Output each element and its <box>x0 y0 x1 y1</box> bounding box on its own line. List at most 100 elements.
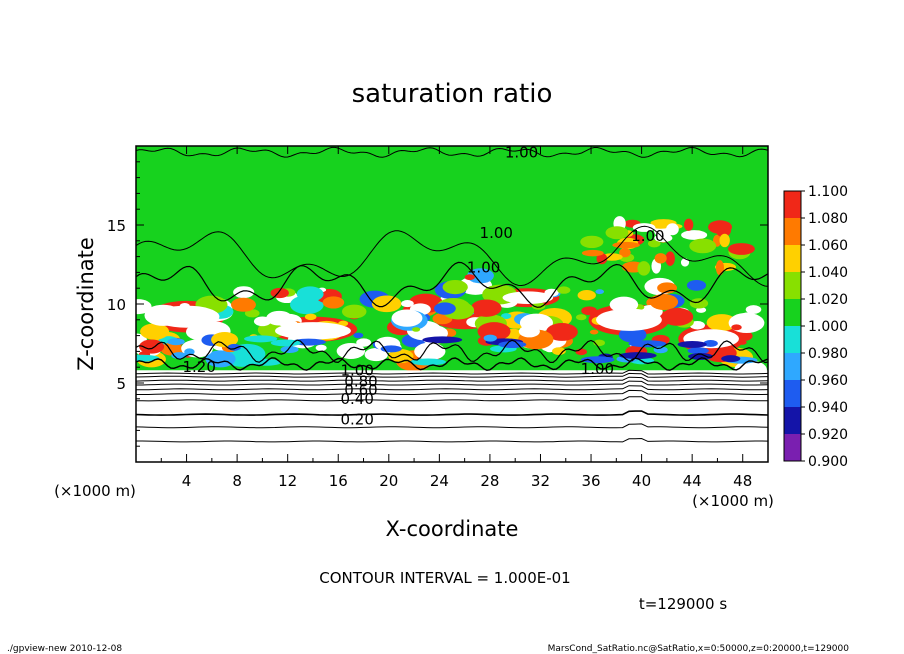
field-cell <box>632 223 656 232</box>
field-cell <box>706 314 737 332</box>
field-dry-region <box>136 370 768 462</box>
field-cell <box>422 336 463 344</box>
colorbar-segment <box>784 326 801 353</box>
field-cell <box>364 347 388 362</box>
x-tick-label: 36 <box>581 472 600 490</box>
contour-label: 0.40 <box>340 390 373 408</box>
field-cell <box>401 300 414 308</box>
contour-label: 1.00 <box>505 143 538 161</box>
colorbar-segment <box>784 299 801 326</box>
contour-line <box>136 437 768 443</box>
colorbar: 0.900 0.920 0.940 0.960 0.980 1.000 1.020 1.040… <box>783 184 848 470</box>
field-cell <box>575 314 587 321</box>
y-tick-label: 5 <box>116 375 126 393</box>
time-label: t=129000 s <box>639 595 727 613</box>
field-cell <box>719 233 730 248</box>
x-unit-right: (×1000 m) <box>692 492 774 510</box>
field-cell <box>464 274 475 281</box>
contour-line <box>136 261 768 308</box>
x-tick-label: 20 <box>379 472 398 490</box>
field-cell <box>687 347 709 355</box>
x-axis-ticks: 4 8 12 16 20 24 28 32 36 40 44 48 <box>160 146 752 490</box>
saturation-field <box>136 146 768 462</box>
colorbar-tick-label: 1.080 <box>808 211 848 227</box>
y-axis-ticks: 5 10 15 <box>107 161 768 447</box>
field-cell <box>596 253 608 265</box>
field-cell <box>409 358 446 366</box>
field-white-patch <box>502 291 554 304</box>
field-cell <box>575 348 588 356</box>
contour-label: 1.20 <box>182 358 215 376</box>
contour-line <box>136 372 768 378</box>
colorbar-tick-label: 1.000 <box>808 319 848 335</box>
contour-label: 1.00 <box>480 224 513 242</box>
field-cell <box>609 296 639 313</box>
contour-line <box>136 385 768 391</box>
y-tick-label: 15 <box>107 217 126 235</box>
contour-line <box>136 339 768 364</box>
colorbar-tick-label: 0.960 <box>808 373 848 389</box>
field-cell <box>280 346 299 353</box>
field-cell <box>619 247 631 258</box>
field-cell <box>595 289 605 295</box>
field-cell <box>433 302 456 315</box>
contour-label: 1.00 <box>631 227 664 245</box>
field-cell <box>605 226 629 240</box>
field-cell <box>296 286 324 302</box>
field-cell <box>442 279 468 295</box>
field-cell <box>388 349 414 364</box>
field-cell <box>654 253 667 264</box>
field-cell <box>518 325 540 338</box>
contour-interval-text: CONTOUR INTERVAL = 1.000E-01 <box>319 569 570 587</box>
field-cell <box>689 238 717 254</box>
field-cell <box>680 258 690 267</box>
contour-label: 1.00 <box>581 360 614 378</box>
field-cell <box>315 344 327 351</box>
contour-label: 1.00 <box>340 361 373 379</box>
field-cell <box>336 343 366 360</box>
field-cell <box>322 296 345 309</box>
contour-line <box>136 423 768 429</box>
contour-label: 0.20 <box>340 410 373 428</box>
colorbar-tick-label: 0.980 <box>808 346 848 362</box>
contour-line <box>136 380 768 386</box>
field-cell <box>738 340 747 345</box>
field-cell <box>745 305 762 314</box>
field-cell <box>270 287 289 299</box>
colorbar-segment <box>784 353 801 380</box>
field-cell <box>557 286 571 294</box>
field-cell <box>721 355 741 363</box>
x-tick-label: 48 <box>733 472 752 490</box>
field-cell <box>681 230 708 240</box>
field-cell <box>708 220 732 234</box>
colorbar-tick-label: 0.900 <box>808 454 848 470</box>
colorbar-tick-label: 0.920 <box>808 427 848 443</box>
colorbar-tick-label: 1.020 <box>808 292 848 308</box>
field-cell <box>618 326 647 343</box>
field-cell <box>637 261 651 276</box>
field-cell <box>618 352 657 360</box>
x-tick-label: 24 <box>430 472 449 490</box>
field-cell <box>647 239 661 248</box>
field-cell <box>167 338 185 346</box>
field-cell <box>140 323 170 340</box>
field-cell <box>612 241 640 249</box>
contour-line <box>136 396 768 402</box>
field-cell <box>411 327 421 332</box>
x-tick-label: 8 <box>232 472 242 490</box>
field-cell <box>688 352 713 360</box>
field-cell <box>244 309 260 318</box>
colorbar-segment <box>784 380 801 407</box>
x-tick-label: 40 <box>632 472 651 490</box>
contour-line <box>136 357 768 372</box>
colorbar-segment <box>784 245 801 272</box>
contour-label: 0.80 <box>344 372 377 390</box>
colorbar-tick-label: 1.040 <box>808 265 848 281</box>
colorbar-tick-label: 1.060 <box>808 238 848 254</box>
y-axis-label: Z-coordinate <box>74 237 98 371</box>
field-cell <box>661 307 694 326</box>
colorbar-segment <box>784 272 801 299</box>
field-cell <box>205 350 236 368</box>
footer-right: MarsCond_SatRatio.nc@SatRatio,x=0:50000,… <box>548 644 850 654</box>
